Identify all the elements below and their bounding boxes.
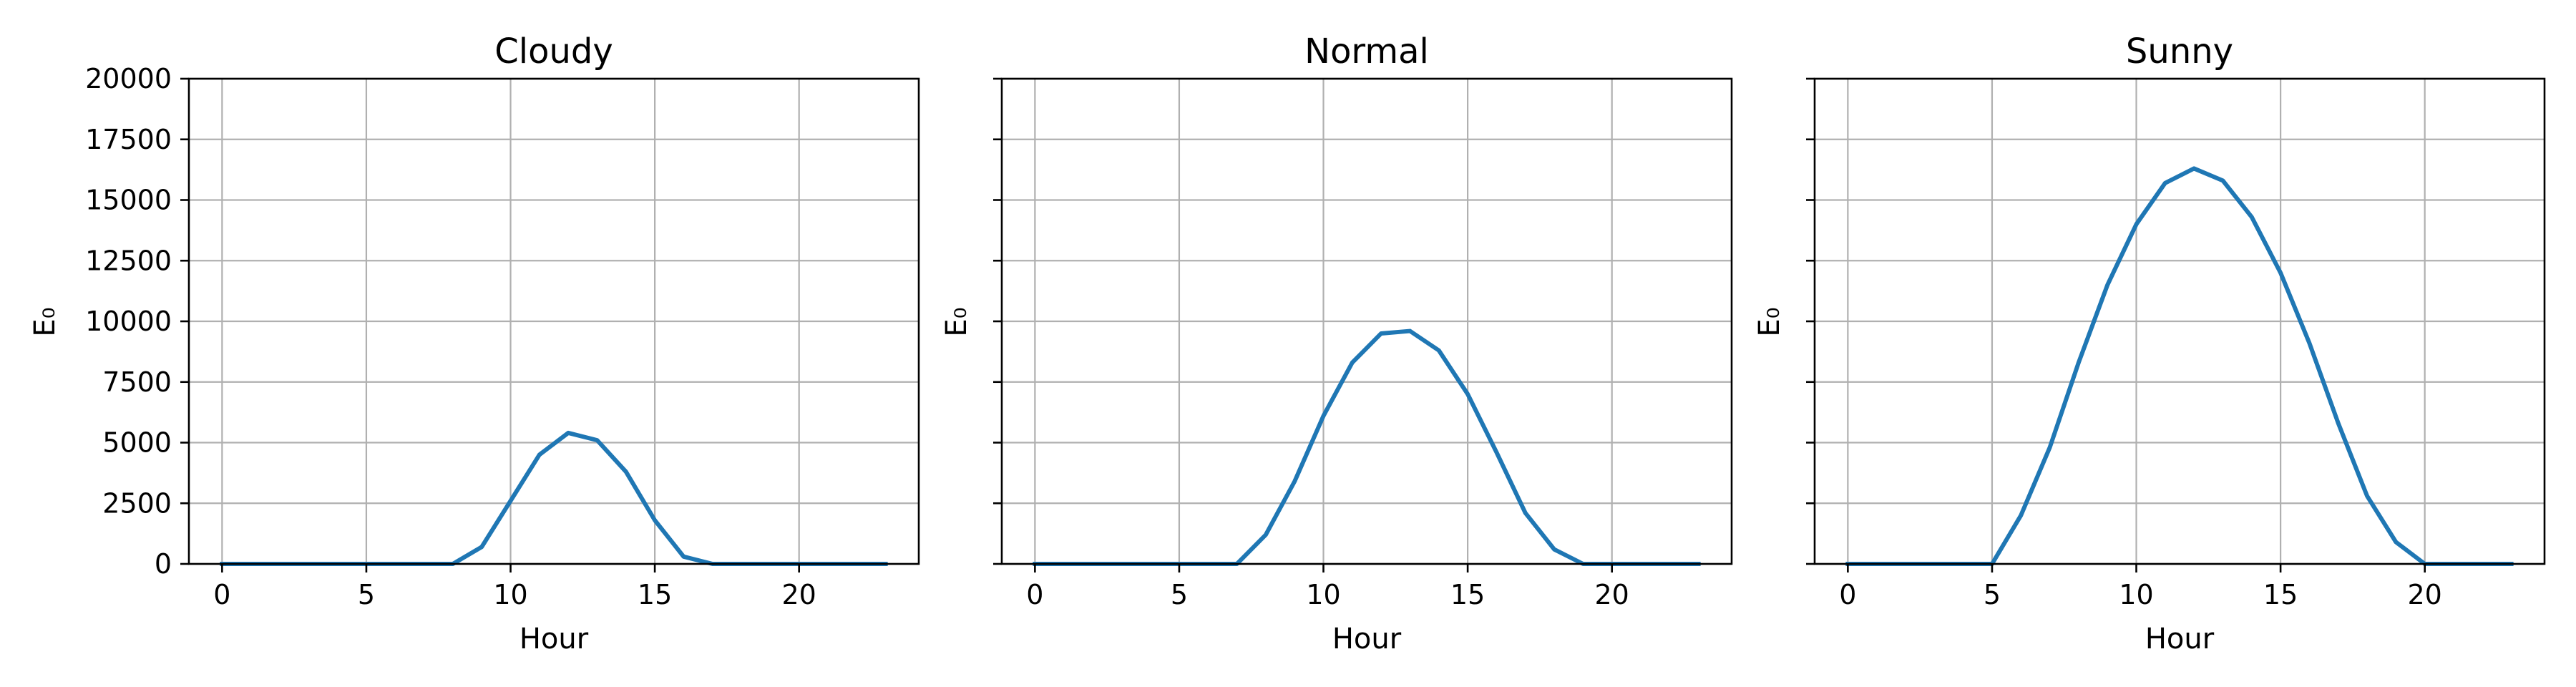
x-tick-label: 10 xyxy=(1306,579,1340,610)
y-axis-label: E₀ xyxy=(940,307,973,336)
x-tick-label: 10 xyxy=(493,579,527,610)
x-axis-label: Hour xyxy=(519,623,589,656)
x-tick-label: 5 xyxy=(1984,579,2001,610)
x-axis-label: Hour xyxy=(2145,623,2215,656)
panel-title: Cloudy xyxy=(494,31,613,72)
x-tick-label: 20 xyxy=(1595,579,1629,610)
y-axis-label: E₀ xyxy=(29,307,62,336)
y-tick-label: 7500 xyxy=(102,366,172,398)
x-tick-label: 15 xyxy=(2263,579,2298,610)
y-tick-label: 15000 xyxy=(85,185,172,216)
y-axis-label: E₀ xyxy=(1753,307,1786,336)
x-tick-label: 10 xyxy=(2119,579,2153,610)
x-tick-label: 5 xyxy=(358,579,375,610)
y-tick-label: 20000 xyxy=(85,63,172,94)
y-tick-label: 0 xyxy=(155,548,172,580)
panel-title: Sunny xyxy=(2126,31,2233,72)
x-tick-label: 20 xyxy=(782,579,816,610)
y-tick-label: 10000 xyxy=(85,306,172,337)
x-tick-label: 15 xyxy=(1450,579,1485,610)
x-tick-label: 0 xyxy=(1839,579,1856,610)
y-tick-label: 17500 xyxy=(85,124,172,155)
panel-cloudy: 0 5 10 15 20 0 2500 5000 7500 10000 12500 15000 1750… xyxy=(29,31,920,656)
panel-title: Normal xyxy=(1304,31,1429,72)
y-tick-label: 5000 xyxy=(102,427,172,459)
x-tick-label: 15 xyxy=(638,579,672,610)
x-axis-label: Hour xyxy=(1332,623,1402,656)
x-tick-label: 5 xyxy=(1171,579,1188,610)
y-tick-label: 12500 xyxy=(85,245,172,276)
y-tick-label: 2500 xyxy=(102,487,172,519)
panel-normal: 0 5 10 15 20 Normal Hour E₀ xyxy=(940,31,1733,656)
panel-sunny: 0 5 10 15 20 Sunny Hour E₀ xyxy=(1753,31,2546,656)
x-tick-label: 20 xyxy=(2408,579,2442,610)
x-tick-label: 0 xyxy=(213,579,230,610)
x-tick-label: 0 xyxy=(1026,579,1043,610)
